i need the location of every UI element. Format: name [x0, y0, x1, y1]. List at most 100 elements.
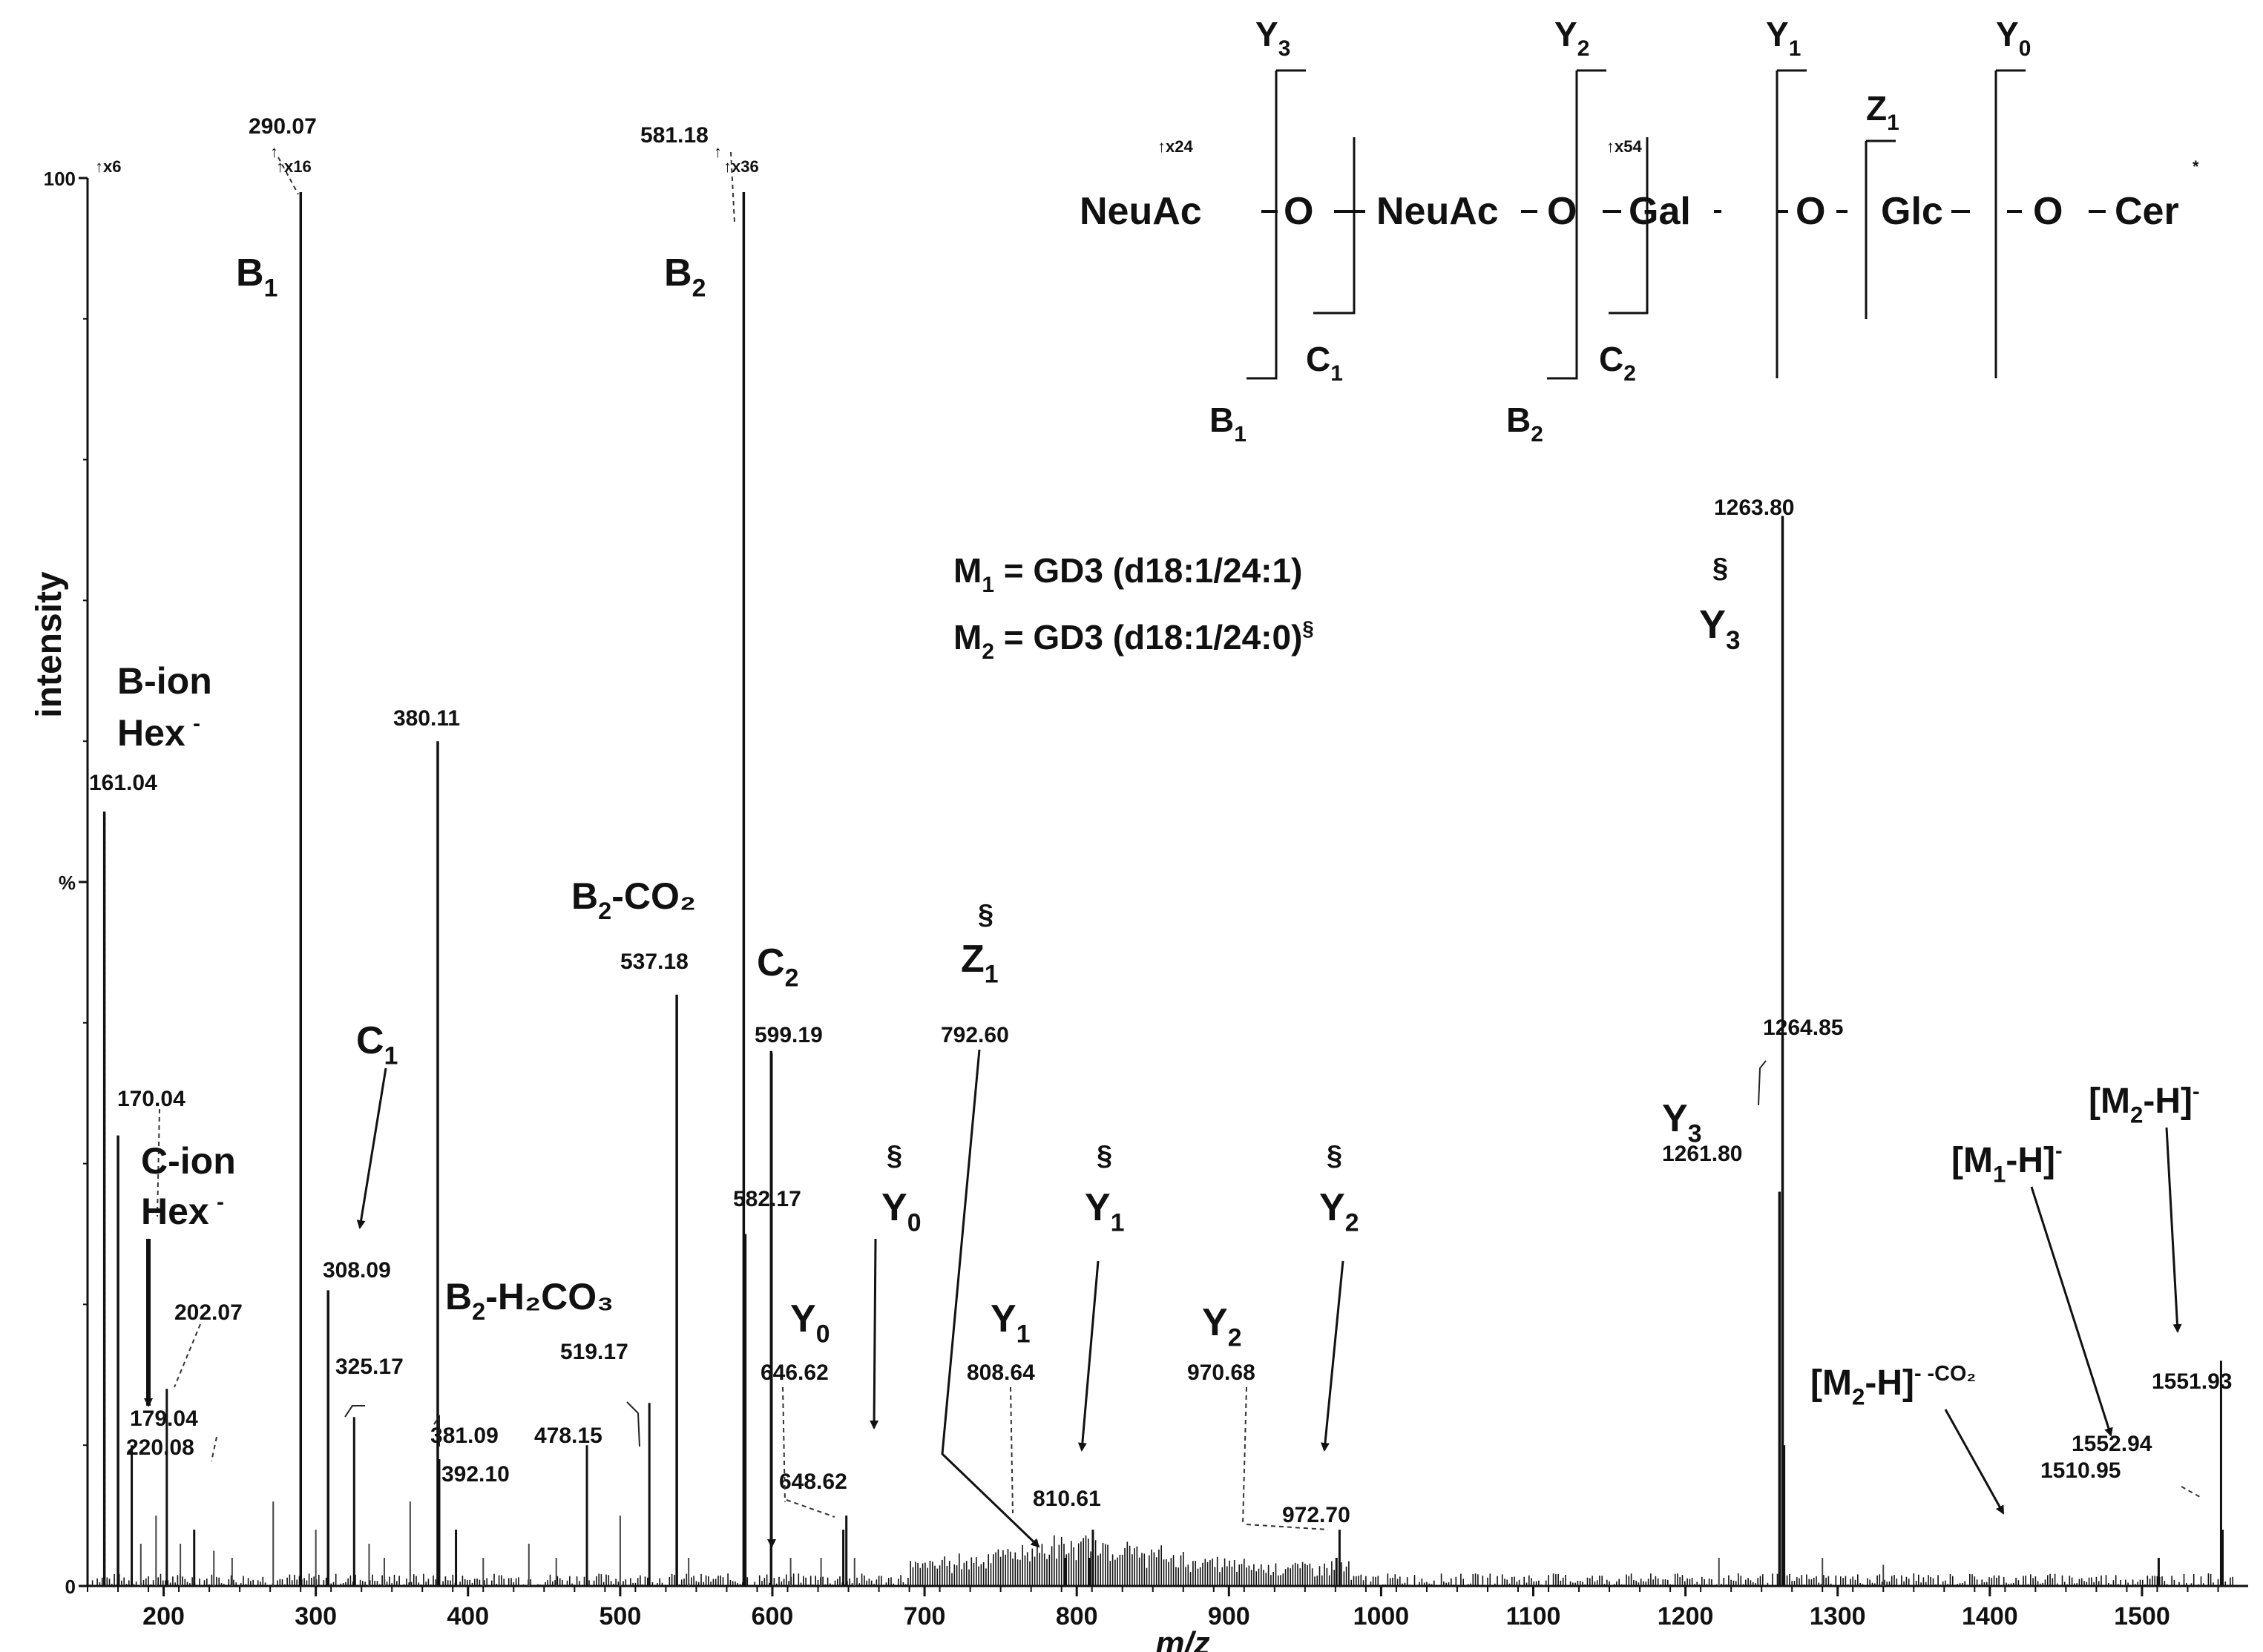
residue-o-7: O	[2033, 190, 2063, 233]
x-tick-label: 1300	[1810, 1602, 1866, 1630]
ion-hex-b-sup: -	[193, 711, 200, 736]
residue-neuac-0: NeuAc	[1080, 190, 1202, 233]
bracket-y0	[1994, 69, 2026, 378]
ion-y3: Y3	[1662, 1097, 1701, 1148]
arrow	[870, 1238, 879, 1429]
struct-b2: B2	[1506, 401, 1543, 447]
peak-label-202.07: 202.07	[174, 1300, 243, 1325]
peak-label-170.04: 170.04	[117, 1087, 185, 1111]
y-tick-label: 100	[44, 168, 76, 190]
ion-y0-sec: Y0	[881, 1186, 921, 1237]
noise-trace	[87, 1535, 2233, 1586]
peak-label-392.10: 392.10	[441, 1462, 510, 1487]
peak-label-478.15: 478.15	[534, 1424, 602, 1448]
ion-y0: Y0	[790, 1297, 830, 1349]
peak-label-179.04: 179.04	[130, 1406, 198, 1431]
peak-label-581.18: 581.18	[640, 123, 709, 148]
glycan-structure-diagram: NeuAc O NeuAc O Gal O Glc O Cer * ↑x24 ↑x54 Y3 Y2 Y1 Y0…	[1080, 15, 2199, 447]
leader-line	[1242, 1386, 1247, 1525]
residue-o-1: O	[1284, 190, 1313, 233]
axes: 200 300 400 500 600 700 800 900 1000 1100 1200 1300…	[30, 168, 2248, 1652]
x-tick-label: 1100	[1506, 1602, 1561, 1630]
bracket-c2	[1609, 137, 1649, 315]
ion-m2h: [M2-H]-	[2089, 1080, 2200, 1128]
peak-label-220.08: 220.08	[126, 1435, 194, 1460]
arrow	[941, 1049, 1040, 1548]
peak-label-810.61: 810.61	[1033, 1487, 1101, 1511]
scale-arrow: ↑	[270, 142, 278, 161]
x-tick-label: 1500	[2114, 1602, 2170, 1630]
x-tick-label: 200	[142, 1602, 185, 1630]
struct-y1: Y1	[1766, 15, 1801, 61]
leader-line	[174, 1323, 201, 1388]
section-y1: §	[1097, 1140, 1112, 1171]
x-tick-label: 900	[1208, 1602, 1250, 1630]
leader-line	[1246, 1524, 1329, 1530]
peak-labels: 161.04 170.04 179.04 202.07 220.08 290.07 308.…	[89, 114, 2232, 1530]
scale-arrow: ↑	[714, 142, 722, 161]
bracket-z1	[1865, 139, 1896, 319]
section-y0: §	[887, 1140, 902, 1171]
scale-label-x6: ↑x6	[95, 157, 121, 176]
section-y2: §	[1327, 1140, 1342, 1171]
ion-y2: Y2	[1202, 1301, 1241, 1352]
ion-y1: Y1	[991, 1297, 1030, 1349]
leader-line	[626, 1401, 640, 1447]
peak-label-808.64: 808.64	[967, 1360, 1035, 1385]
peak-label-290.07: 290.07	[249, 114, 317, 139]
y-axis-label: intensity	[30, 571, 69, 718]
peak-label-308.09: 308.09	[323, 1258, 391, 1283]
residue-cer-8: Cer	[2115, 190, 2179, 233]
peak-label-972.70: 972.70	[1282, 1503, 1350, 1527]
y-tick-label: %	[59, 872, 76, 894]
peak-label-582.17: 582.17	[733, 1187, 801, 1211]
struct-c2: C2	[1599, 340, 1636, 386]
ion-c1: C1	[356, 1019, 398, 1070]
peak-label-970.68: 970.68	[1187, 1360, 1255, 1385]
leader-line	[730, 151, 735, 223]
ion-hex-c: Hex	[141, 1191, 209, 1232]
ion-b-ion: B-ion	[117, 660, 212, 702]
bracket-y2-b2	[1547, 69, 1606, 380]
struct-b1: B1	[1209, 401, 1247, 447]
x-tick-label: 600	[752, 1602, 794, 1630]
ion-c2: C2	[757, 941, 798, 993]
x-tick-label: 500	[600, 1602, 642, 1630]
struct-y3: Y3	[1255, 15, 1290, 61]
ion-b2-h2co3: B2-H₂CO₃	[445, 1276, 614, 1325]
ion-y2-sec: Y2	[1319, 1186, 1359, 1237]
ion-m2h-co2: [M2-H]- -CO₂	[1810, 1362, 1976, 1410]
residue-o-5: O	[1796, 190, 1825, 233]
scale-label-x24: ↑x24	[1157, 137, 1193, 156]
x-tick-label: 800	[1056, 1602, 1098, 1630]
peak-label-161.04: 161.04	[89, 771, 157, 795]
leader-line	[211, 1436, 217, 1462]
peak-label-599.19: 599.19	[755, 1023, 823, 1047]
peak-label-537.18: 537.18	[620, 950, 689, 974]
peak-label-519.17: 519.17	[560, 1340, 628, 1364]
ion-b1: B1	[236, 251, 277, 303]
section-z1: §	[978, 899, 993, 930]
arrow	[356, 1067, 387, 1229]
arrow	[1077, 1260, 1100, 1452]
leader-line	[433, 1414, 440, 1447]
peak-label-325.17: 325.17	[335, 1355, 404, 1379]
baseline-noise	[87, 1501, 2233, 1586]
residue-gal-4: Gal	[1629, 190, 1691, 233]
arrow	[1321, 1260, 1344, 1452]
peak-label-648.62: 648.62	[779, 1470, 847, 1494]
x-tick-label: 1000	[1353, 1602, 1410, 1630]
ion-hex-b: Hex	[117, 712, 185, 754]
scale-label-x54: ↑x54	[1606, 137, 1642, 156]
x-axis-label: m/z	[1155, 1625, 1209, 1652]
scale-label-x16: ↑x16	[276, 157, 312, 176]
peak-label-1263.80: 1263.80	[1714, 496, 1794, 520]
leader-line	[1758, 1060, 1767, 1106]
peak-label-792.60: 792.60	[941, 1023, 1009, 1047]
ion-y1-sec: Y1	[1085, 1186, 1124, 1237]
leader-line	[1010, 1386, 1014, 1514]
leader-line	[277, 157, 299, 195]
struct-y0: Y0	[1996, 15, 2031, 61]
residue-o-3: O	[1547, 190, 1577, 233]
